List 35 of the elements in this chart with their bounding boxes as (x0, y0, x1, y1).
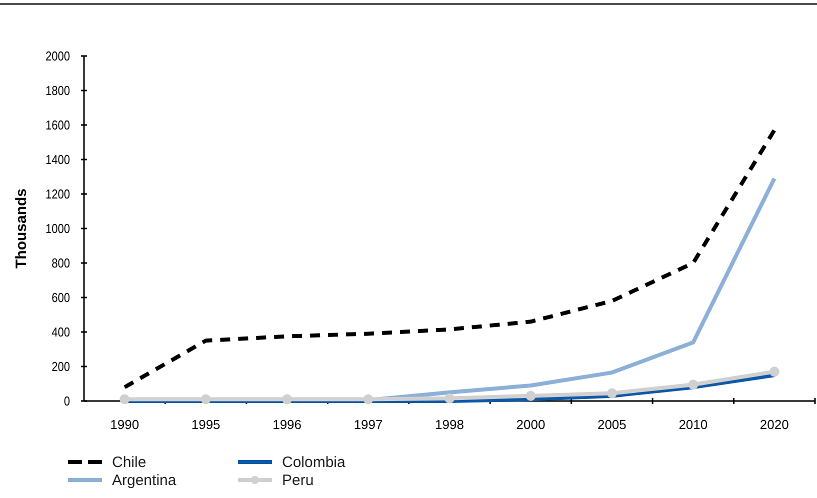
x-tick-label: 2000 (516, 417, 546, 432)
y-tick-label: 1200 (45, 186, 70, 202)
point (526, 390, 536, 401)
y-tick-label: 600 (52, 290, 70, 306)
x-tick-label: 2010 (678, 417, 708, 432)
legend-label: Peru (282, 472, 314, 489)
point (606, 388, 617, 398)
x-tick-label: 1997 (354, 417, 383, 432)
y-tick-label: 800 (52, 256, 70, 271)
x-tick-label: 1990 (110, 417, 140, 432)
y-tick-label: 0 (64, 394, 70, 409)
point (282, 394, 292, 404)
point (769, 366, 780, 377)
point (444, 393, 454, 404)
point (120, 394, 130, 404)
x-tick-label: 2005 (597, 417, 626, 432)
y-tick-label: 200 (52, 359, 70, 374)
y-tick-label: 1000 (45, 221, 70, 236)
legend-label: Chile (112, 454, 146, 471)
y-tick-label: 2000 (45, 48, 70, 64)
y-tick-label: 1400 (45, 152, 70, 168)
y-tick-label: 400 (52, 324, 70, 340)
y-tick-label: 1600 (45, 118, 70, 133)
y-axis-title: Thousands (13, 188, 30, 269)
legend-label: Argentina (112, 472, 177, 489)
x-tick-label: 1996 (272, 417, 302, 432)
point (200, 394, 211, 404)
x-tick-label: 1998 (435, 417, 464, 432)
x-tick-label: 2020 (760, 417, 789, 432)
line-series (122, 128, 776, 390)
y-tick-label: 1800 (45, 83, 70, 98)
legend-label: Colombia (282, 454, 346, 471)
x-tick-label: 1995 (191, 417, 220, 432)
point (363, 394, 374, 404)
point (688, 380, 698, 390)
